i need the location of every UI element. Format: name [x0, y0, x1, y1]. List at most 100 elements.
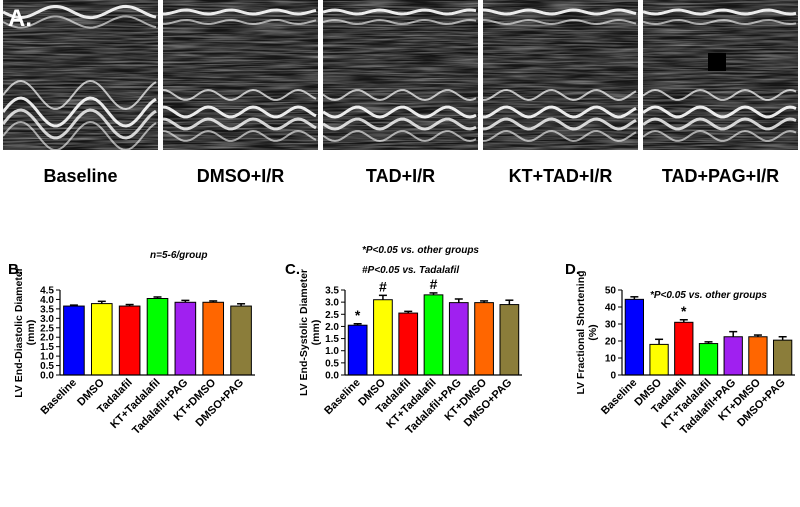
echo-line	[162, 117, 317, 131]
echo-line	[642, 18, 797, 26]
echo-line	[2, 4, 157, 20]
y-tick-label: 4.0	[40, 295, 54, 306]
annotation: #P<0.05 vs. Tadalafil	[362, 265, 459, 276]
bar	[474, 302, 494, 376]
bar	[499, 304, 520, 376]
echo-line	[322, 117, 477, 131]
image-label: DMSO+I/R	[197, 166, 285, 186]
bar	[772, 339, 793, 376]
bar	[118, 305, 141, 376]
echo-line	[642, 129, 797, 142]
echo-line	[482, 8, 637, 16]
echo-line	[162, 129, 317, 142]
bar	[674, 321, 694, 376]
y-tick-label: 0.0	[325, 371, 339, 382]
echo-line	[322, 18, 477, 26]
y-axis-label: (mm)	[310, 320, 322, 346]
echo-line	[322, 130, 477, 143]
bar	[723, 336, 743, 376]
x-tick-label: Baseline	[39, 377, 79, 417]
bar	[202, 301, 225, 376]
bar	[373, 299, 393, 376]
y-tick-label: 2.5	[40, 323, 54, 334]
significance-mark: *	[681, 303, 687, 319]
image-texture	[483, 0, 638, 150]
echo-line	[482, 117, 637, 131]
bar	[347, 324, 368, 376]
y-tick-label: 0.0	[40, 371, 54, 382]
image-label: TAD+PAG+I/R	[662, 166, 779, 186]
y-tick-label: 30	[605, 320, 617, 331]
y-tick-label: 0	[610, 371, 616, 382]
echo-line	[162, 88, 317, 101]
echo-line	[482, 18, 637, 26]
echo-line	[162, 8, 317, 16]
annotation: *P<0.05 vs. other groups	[362, 245, 479, 256]
significance-mark: #	[379, 278, 387, 294]
echo-line	[642, 117, 797, 131]
panel-label: A.	[8, 5, 32, 32]
y-tick-label: 1.5	[40, 342, 54, 353]
y-tick-label: 3.5	[40, 304, 54, 315]
y-tick-label: 0.5	[325, 358, 339, 369]
annotation: *P<0.05 vs. other groups	[650, 290, 767, 301]
bar	[63, 305, 85, 376]
bar	[90, 303, 113, 376]
echo-line	[322, 89, 477, 102]
echo-line	[642, 8, 797, 16]
echo-line	[1, 96, 157, 128]
y-tick-label: 20	[605, 337, 617, 348]
y-tick-label: 3.0	[325, 298, 339, 309]
y-tick-label: 2.0	[40, 333, 54, 344]
bar	[174, 301, 197, 376]
image-label: TAD+I/R	[366, 166, 435, 186]
y-tick-label: 1.0	[325, 346, 339, 357]
echo-line	[162, 18, 317, 26]
significance-mark: *	[355, 307, 361, 323]
y-axis-label: (mm)	[25, 320, 37, 346]
echo-line	[482, 129, 637, 143]
bar	[448, 302, 469, 376]
panel-title: C.	[285, 261, 300, 278]
y-axis-label: (%)	[587, 324, 599, 340]
y-tick-label: 50	[605, 286, 617, 297]
bar	[423, 294, 444, 376]
panel-title: B.	[8, 261, 23, 278]
echo-line	[1, 108, 157, 140]
y-tick-label: 1.5	[325, 334, 339, 345]
image-texture	[323, 0, 478, 150]
y-axis-label: LV Fractional Shortening	[575, 270, 587, 394]
y-tick-label: 10	[605, 354, 617, 365]
y-tick-label: 3.0	[40, 314, 54, 325]
echo-line	[642, 105, 797, 119]
bar	[649, 343, 669, 376]
bar	[748, 336, 768, 376]
panel-title: D.	[565, 261, 580, 278]
echo-line	[482, 88, 637, 102]
echo-line	[322, 8, 477, 16]
x-tick-label: Baseline	[322, 377, 362, 417]
y-tick-label: 40	[605, 303, 617, 314]
x-tick-label: Baseline	[599, 377, 639, 417]
echo-line	[642, 88, 797, 101]
echo-line	[162, 105, 317, 119]
y-tick-label: 4.5	[40, 286, 54, 297]
y-tick-label: 0.5	[40, 361, 54, 372]
bar	[398, 312, 419, 376]
echo-line	[322, 105, 477, 119]
y-axis-label: LV End-Systolic Diameter	[298, 269, 310, 396]
significance-mark: #	[430, 276, 438, 292]
echo-line	[2, 15, 157, 29]
echo-line	[482, 105, 637, 119]
y-tick-label: 3.5	[325, 286, 339, 297]
bar	[624, 298, 645, 376]
image-label: KT+TAD+I/R	[509, 166, 613, 186]
echo-line	[2, 120, 157, 152]
annotation: n=5-6/group	[150, 250, 208, 261]
image-mark	[708, 53, 726, 71]
bar	[698, 343, 719, 376]
m-mode-images	[1, 0, 798, 152]
y-axis-label: LV End-Diastolic Diameter	[13, 267, 25, 398]
y-tick-label: 2.0	[325, 322, 339, 333]
